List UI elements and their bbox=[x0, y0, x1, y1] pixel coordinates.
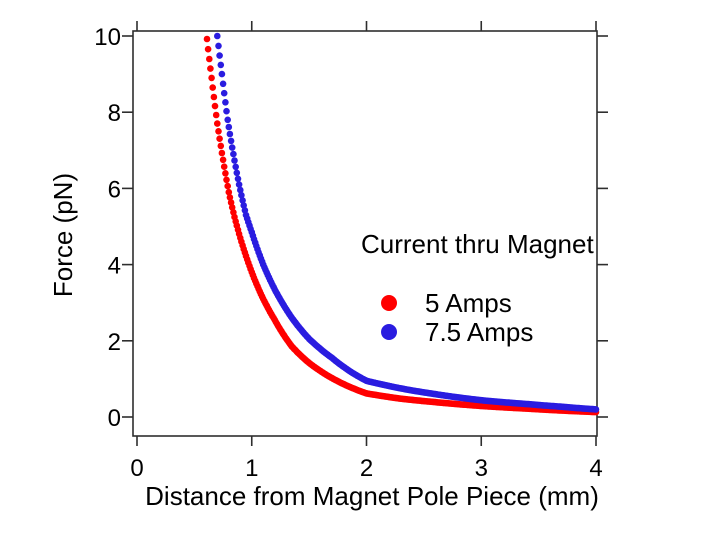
x-tick-label: 2 bbox=[360, 455, 373, 482]
series-5-amps bbox=[203, 35, 600, 416]
y-tick-label: 10 bbox=[94, 24, 121, 51]
plot-frame bbox=[132, 30, 598, 437]
series-7-5-amps bbox=[214, 32, 600, 413]
x-axis-title: Distance from Magnet Pole Piece (mm) bbox=[145, 481, 599, 511]
x-tick-label: 1 bbox=[245, 455, 258, 482]
y-tick-label: 2 bbox=[108, 329, 121, 356]
y-tick-label: 6 bbox=[108, 176, 121, 203]
x-tick-label: 4 bbox=[589, 455, 602, 482]
x-tick-label: 0 bbox=[130, 455, 143, 482]
y-tick-label: 0 bbox=[108, 405, 121, 432]
y-tick-label: 4 bbox=[108, 253, 121, 280]
y-tick-label: 8 bbox=[108, 100, 121, 127]
x-tick-label: 3 bbox=[475, 455, 488, 482]
y-axis-title: Force (pN) bbox=[48, 172, 78, 298]
